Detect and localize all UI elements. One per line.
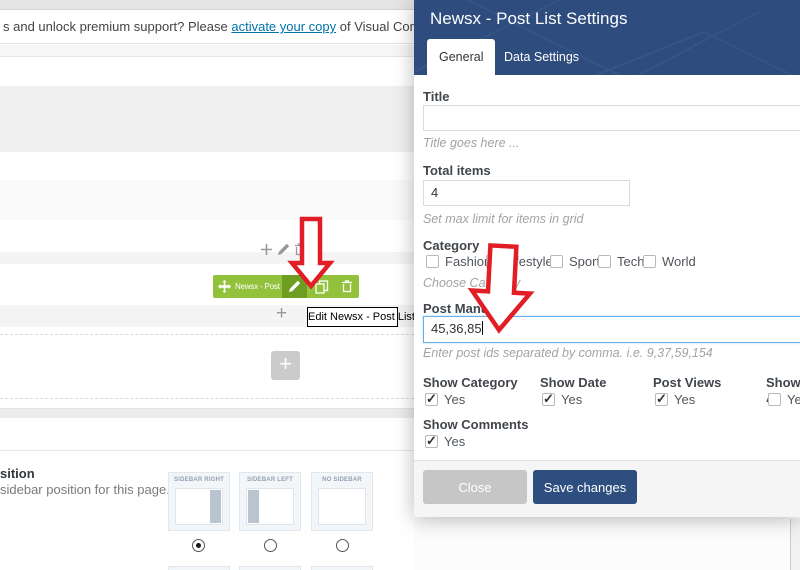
category-lifestyle-checkbox[interactable] <box>486 255 499 268</box>
category-sport-checkbox[interactable] <box>550 255 563 268</box>
tab-data-settings[interactable]: Data Settings <box>504 50 580 64</box>
show-category-label: Show Category <box>423 375 518 390</box>
sidebar-position-description: sidebar position for this page. <box>0 482 170 497</box>
yes-label: Yes <box>444 392 466 407</box>
move-icon[interactable] <box>218 280 231 296</box>
show-comments-label: Show Comments <box>423 417 529 432</box>
yes-label: Yes <box>444 434 466 449</box>
next-option-row-thumb <box>168 566 230 570</box>
post-manual-id-label: Post Manual id <box>423 301 515 316</box>
category-fashion-checkbox[interactable] <box>426 255 439 268</box>
title-field-description: Title goes here ... <box>423 136 520 150</box>
category-option-label: Tech <box>617 254 645 269</box>
activate-copy-link[interactable]: activate your copy <box>231 19 337 34</box>
title-input[interactable] <box>423 105 800 131</box>
show-comments-checkbox[interactable] <box>425 433 438 449</box>
notice-text-before: s and unlock premium support? Please <box>3 19 228 34</box>
total-items-description: Set max limit for items in grid <box>423 212 584 226</box>
panel-title: Newsx - Post List Settings <box>430 9 628 28</box>
sidebar-none-radio[interactable] <box>336 539 349 552</box>
element-toolbar-newsx-post-list[interactable]: Newsx - Post List <box>213 275 359 298</box>
newsx-post-list-settings-panel: Newsx - Post List Settings General Data … <box>414 0 800 517</box>
next-option-row-thumb <box>239 566 301 570</box>
vc-row-divider <box>0 398 800 399</box>
total-items-input[interactable]: 4 <box>423 180 630 206</box>
save-changes-button[interactable]: Save changes <box>533 470 637 504</box>
vc-row-band <box>0 408 800 418</box>
sidebar-option-label: SIDEBAR RIGHT <box>174 477 224 483</box>
total-items-label: Total items <box>423 163 491 178</box>
show-author-checkbox[interactable] <box>768 393 781 406</box>
yes-label: Yes <box>674 392 696 407</box>
category-tech-checkbox[interactable] <box>598 255 611 268</box>
sidebar-option-none-thumb[interactable]: NO SIDEBAR <box>311 472 373 531</box>
category-label: Category <box>423 238 480 253</box>
header-pattern <box>414 0 794 75</box>
sidebar-thumb-preview <box>318 488 366 525</box>
post-manual-id-description: Enter post ids separated by comma. i.e. … <box>423 346 713 360</box>
show-date-checkbox[interactable] <box>542 391 555 407</box>
sidebar-thumb-preview <box>175 488 223 525</box>
page-area-below-panel <box>414 517 800 570</box>
add-element-plus[interactable]: + <box>276 303 288 324</box>
category-option-label: Fashion <box>445 254 492 269</box>
copy-icon <box>314 279 328 294</box>
category-option-label: Lifestyle <box>505 254 553 269</box>
category-option-label: Sport <box>569 254 601 269</box>
show-date-label: Show Date <box>540 375 607 390</box>
panel-body: Title Title goes here ... Total items 4 … <box>414 75 800 460</box>
sidebar-right-radio[interactable] <box>192 539 205 552</box>
tab-general[interactable]: General <box>427 39 496 75</box>
admin-top-strip <box>0 0 800 10</box>
pencil-icon <box>289 280 301 292</box>
vc-row-divider <box>0 334 800 335</box>
yes-label: Yes <box>787 392 800 407</box>
post-views-label: Post Views <box>653 375 722 390</box>
title-field-label: Title <box>423 89 450 104</box>
add-element-button[interactable]: + <box>271 351 300 380</box>
admin-background-gutter <box>791 519 800 570</box>
show-category-checkbox[interactable] <box>425 391 438 407</box>
element-clone-button[interactable] <box>310 275 333 298</box>
row-controls <box>260 243 306 256</box>
category-description: Choose Category <box>423 276 521 290</box>
sidebar-option-label: SIDEBAR LEFT <box>246 477 294 483</box>
sidebar-thumb-preview <box>246 488 294 525</box>
sidebar-option-label: NO SIDEBAR <box>322 477 362 483</box>
element-edit-button[interactable] <box>282 275 307 298</box>
trash-icon[interactable] <box>294 243 306 256</box>
sidebar-position-heading: sition <box>0 466 35 481</box>
edit-element-tooltip: Edit Newsx - Post List <box>307 307 415 327</box>
content-edge-line <box>790 519 791 570</box>
category-world-checkbox[interactable] <box>643 255 656 268</box>
panel-header: Newsx - Post List Settings General Data … <box>414 0 800 75</box>
element-delete-button[interactable] <box>335 275 358 298</box>
post-manual-id-input[interactable]: 45,36,85 <box>423 316 800 343</box>
yes-label: Yes <box>561 392 583 407</box>
text-cursor <box>481 321 483 335</box>
next-option-row-thumb <box>311 566 373 570</box>
sidebar-option-right-thumb[interactable]: SIDEBAR RIGHT <box>168 472 230 531</box>
panel-footer: Close Save changes <box>414 460 800 517</box>
trash-icon <box>341 280 352 293</box>
category-option-label: World <box>662 254 696 269</box>
element-toolbar-label: Newsx - Post List <box>235 282 294 291</box>
close-button[interactable]: Close <box>423 470 527 504</box>
plus-icon[interactable] <box>260 243 273 256</box>
post-views-checkbox[interactable] <box>655 391 668 407</box>
pencil-icon[interactable] <box>277 243 290 256</box>
sidebar-option-left-thumb[interactable]: SIDEBAR LEFT <box>239 472 301 531</box>
metabox-divider <box>0 450 800 451</box>
sidebar-left-radio[interactable] <box>264 539 277 552</box>
